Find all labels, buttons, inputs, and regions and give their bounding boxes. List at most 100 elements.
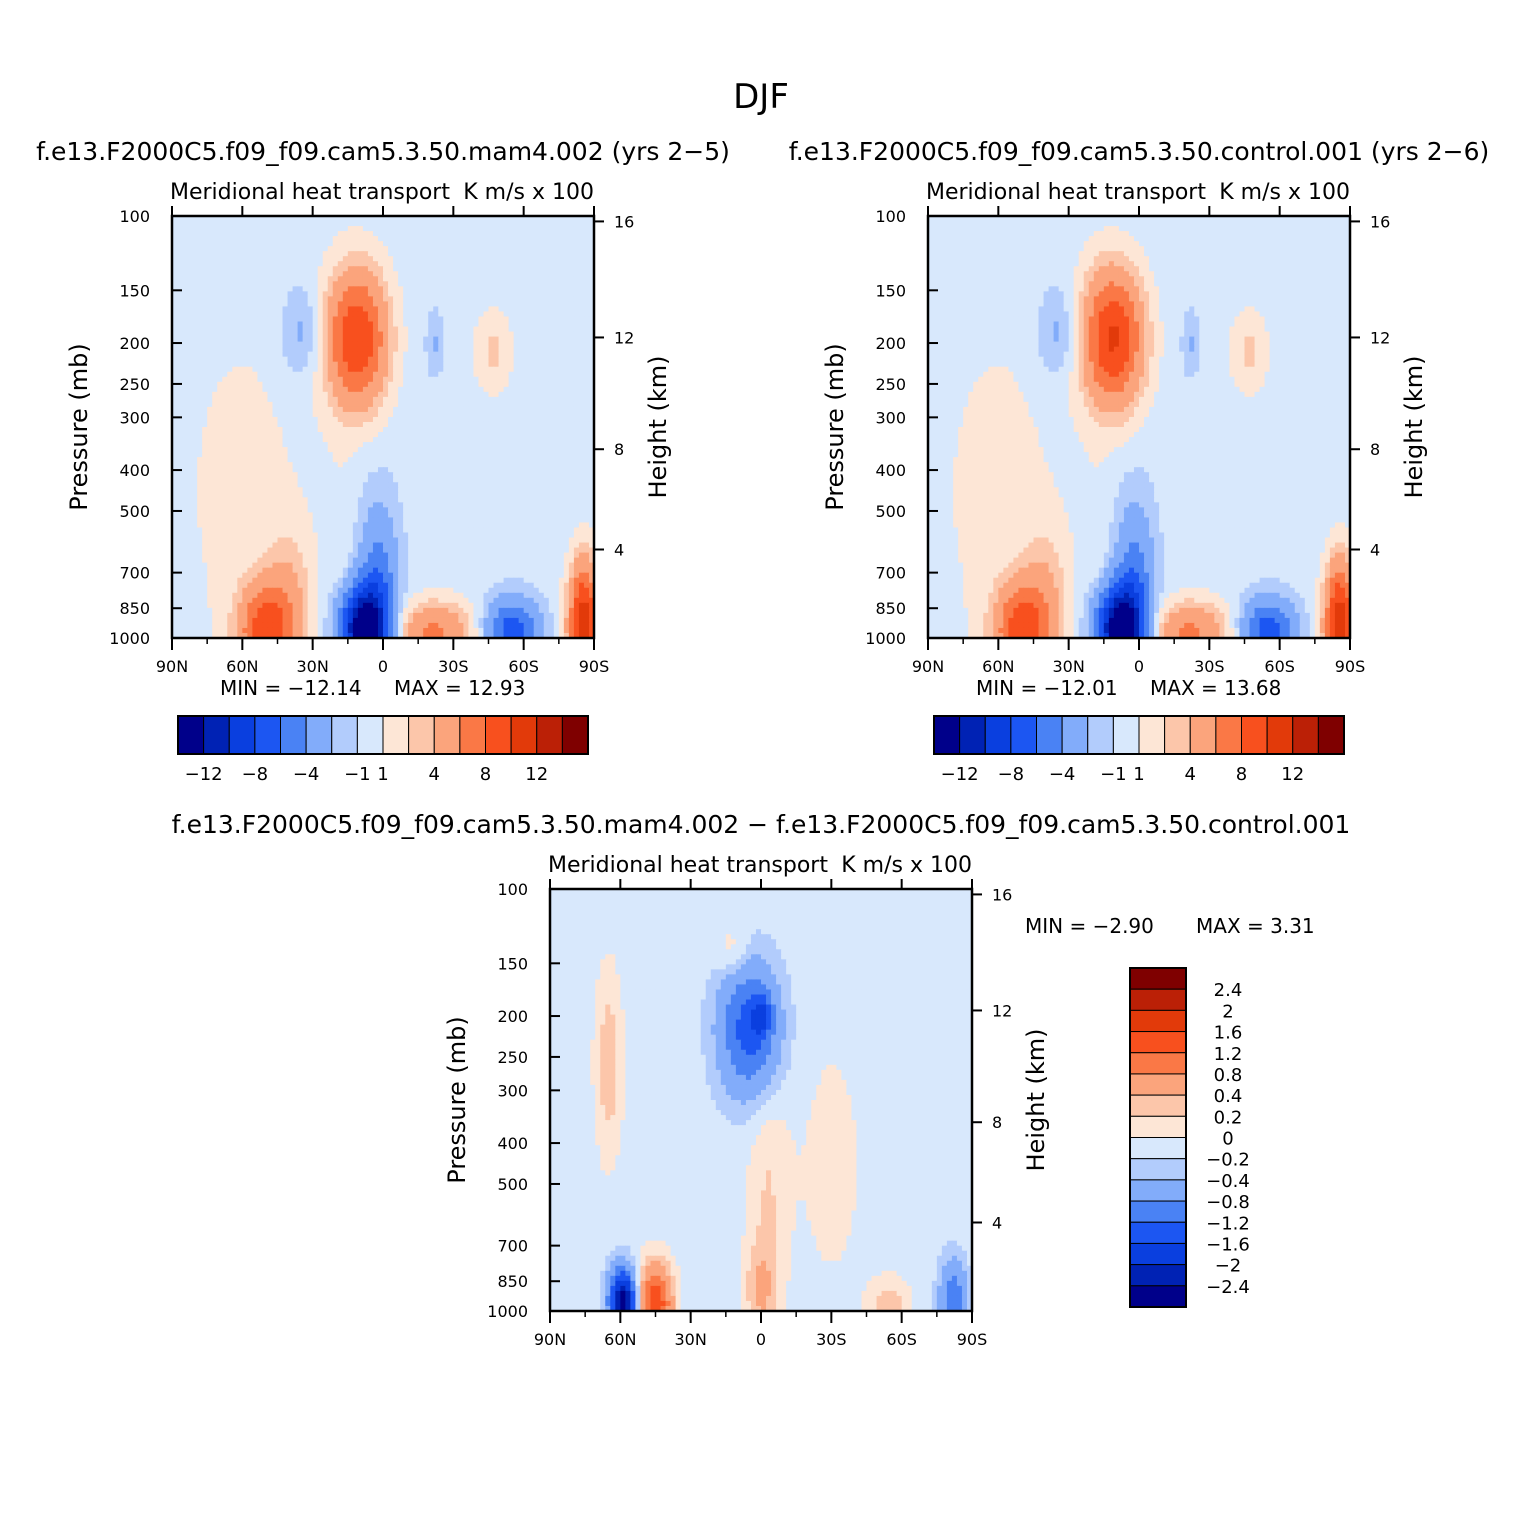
heatmap-cell	[443, 386, 449, 393]
heatmap-cell	[383, 437, 389, 443]
heatmap-cell	[212, 221, 218, 227]
heatmap-cell	[538, 482, 545, 488]
heatmap-cell	[342, 341, 349, 348]
heatmap-cell	[563, 427, 570, 433]
heatmap-cell	[282, 386, 289, 393]
heatmap-cell	[518, 497, 525, 503]
heatmap-cell	[377, 487, 384, 493]
heatmap-cell	[207, 246, 213, 252]
heatmap-cell	[297, 421, 304, 428]
heatmap-cell	[297, 236, 304, 242]
heatmap-cell	[513, 216, 520, 222]
heatmap-cell	[568, 346, 575, 353]
heatmap-cell	[347, 482, 354, 488]
heatmap-cell	[423, 406, 429, 413]
heatmap-cell	[222, 246, 228, 252]
heatmap-cell	[558, 487, 565, 493]
heatmap-cell	[453, 306, 459, 313]
heatmap-cell	[543, 326, 550, 333]
heatmap-cell	[332, 452, 339, 458]
heatmap-cell	[287, 366, 294, 373]
heatmap-cell	[488, 401, 495, 408]
heatmap-cell	[207, 311, 213, 318]
heatmap-cell	[428, 341, 434, 348]
heatmap-cell	[423, 216, 429, 222]
heatmap-cell	[548, 261, 555, 267]
heatmap-cell	[393, 386, 399, 393]
heatmap-cell	[277, 231, 284, 237]
heatmap-cell	[503, 457, 510, 463]
heatmap-cell	[192, 326, 198, 333]
heatmap-cell	[237, 371, 243, 378]
heatmap-cell	[583, 291, 590, 297]
heatmap-cell	[292, 241, 299, 247]
heatmap-cell	[433, 316, 439, 323]
heatmap-cell	[513, 462, 520, 468]
heatmap-cell	[418, 251, 424, 257]
heatmap-cell	[543, 336, 550, 343]
heatmap-cell	[438, 256, 444, 262]
heatmap-cell	[443, 301, 449, 308]
heatmap-cell	[372, 271, 379, 277]
heatmap-cell	[257, 311, 264, 318]
heatmap-cell	[458, 507, 464, 513]
heatmap-cell	[508, 371, 515, 378]
heatmap-cell	[302, 276, 309, 282]
heatmap-cell	[367, 487, 374, 493]
heatmap-cell	[172, 351, 178, 358]
heatmap-cell	[408, 437, 414, 443]
heatmap-cell	[518, 346, 525, 353]
heatmap-cell	[172, 241, 178, 247]
heatmap-cell	[433, 281, 439, 287]
heatmap-cell	[433, 291, 439, 297]
heatmap-cell	[242, 276, 248, 282]
heatmap-cell	[408, 356, 414, 363]
heatmap-cell	[182, 316, 188, 323]
heatmap-cell	[322, 442, 329, 448]
heatmap-cell	[357, 306, 364, 313]
heatmap-cell	[247, 477, 253, 483]
heatmap-cell	[573, 296, 580, 302]
heatmap-cell	[493, 276, 500, 282]
heatmap-cell	[327, 462, 334, 468]
heatmap-cell	[518, 251, 525, 257]
heatmap-cell	[177, 472, 183, 478]
heatmap-cell	[252, 457, 258, 463]
heatmap-cell	[573, 487, 580, 493]
heatmap-cell	[352, 366, 359, 373]
heatmap-cell	[558, 301, 565, 308]
heatmap-cell	[352, 416, 359, 423]
heatmap-cell	[327, 266, 334, 272]
heatmap-cell	[418, 236, 424, 242]
heatmap-cell	[172, 457, 178, 463]
heatmap-cell	[247, 286, 253, 292]
heatmap-cell	[493, 452, 500, 458]
heatmap-cell	[493, 376, 500, 383]
heatmap-cell	[267, 291, 274, 297]
heatmap-cell	[217, 346, 223, 353]
heatmap-cell	[307, 391, 314, 398]
heatmap-cell	[588, 482, 595, 488]
heatmap-cell	[388, 226, 394, 232]
heatmap-cell	[448, 467, 454, 473]
heatmap-cell	[362, 251, 369, 257]
heatmap-cell	[573, 381, 580, 388]
heatmap-cell	[403, 221, 409, 227]
heatmap-cell	[317, 477, 324, 483]
heatmap-cell	[463, 492, 469, 498]
heatmap-cell	[428, 241, 434, 247]
heatmap-cell	[357, 251, 364, 257]
heatmap-cell	[583, 296, 590, 302]
heatmap-cell	[302, 246, 309, 252]
heatmap-cell	[362, 326, 369, 333]
heatmap-cell	[352, 276, 359, 282]
heatmap-cell	[172, 427, 178, 433]
heatmap-cell	[533, 492, 540, 498]
heatmap-cell	[468, 281, 475, 287]
heatmap-cell	[217, 221, 223, 227]
heatmap-cell	[217, 427, 223, 433]
heatmap-cell	[463, 467, 469, 473]
heatmap-cell	[317, 341, 324, 348]
heatmap-cell	[418, 427, 424, 433]
heatmap-cell	[252, 321, 258, 328]
